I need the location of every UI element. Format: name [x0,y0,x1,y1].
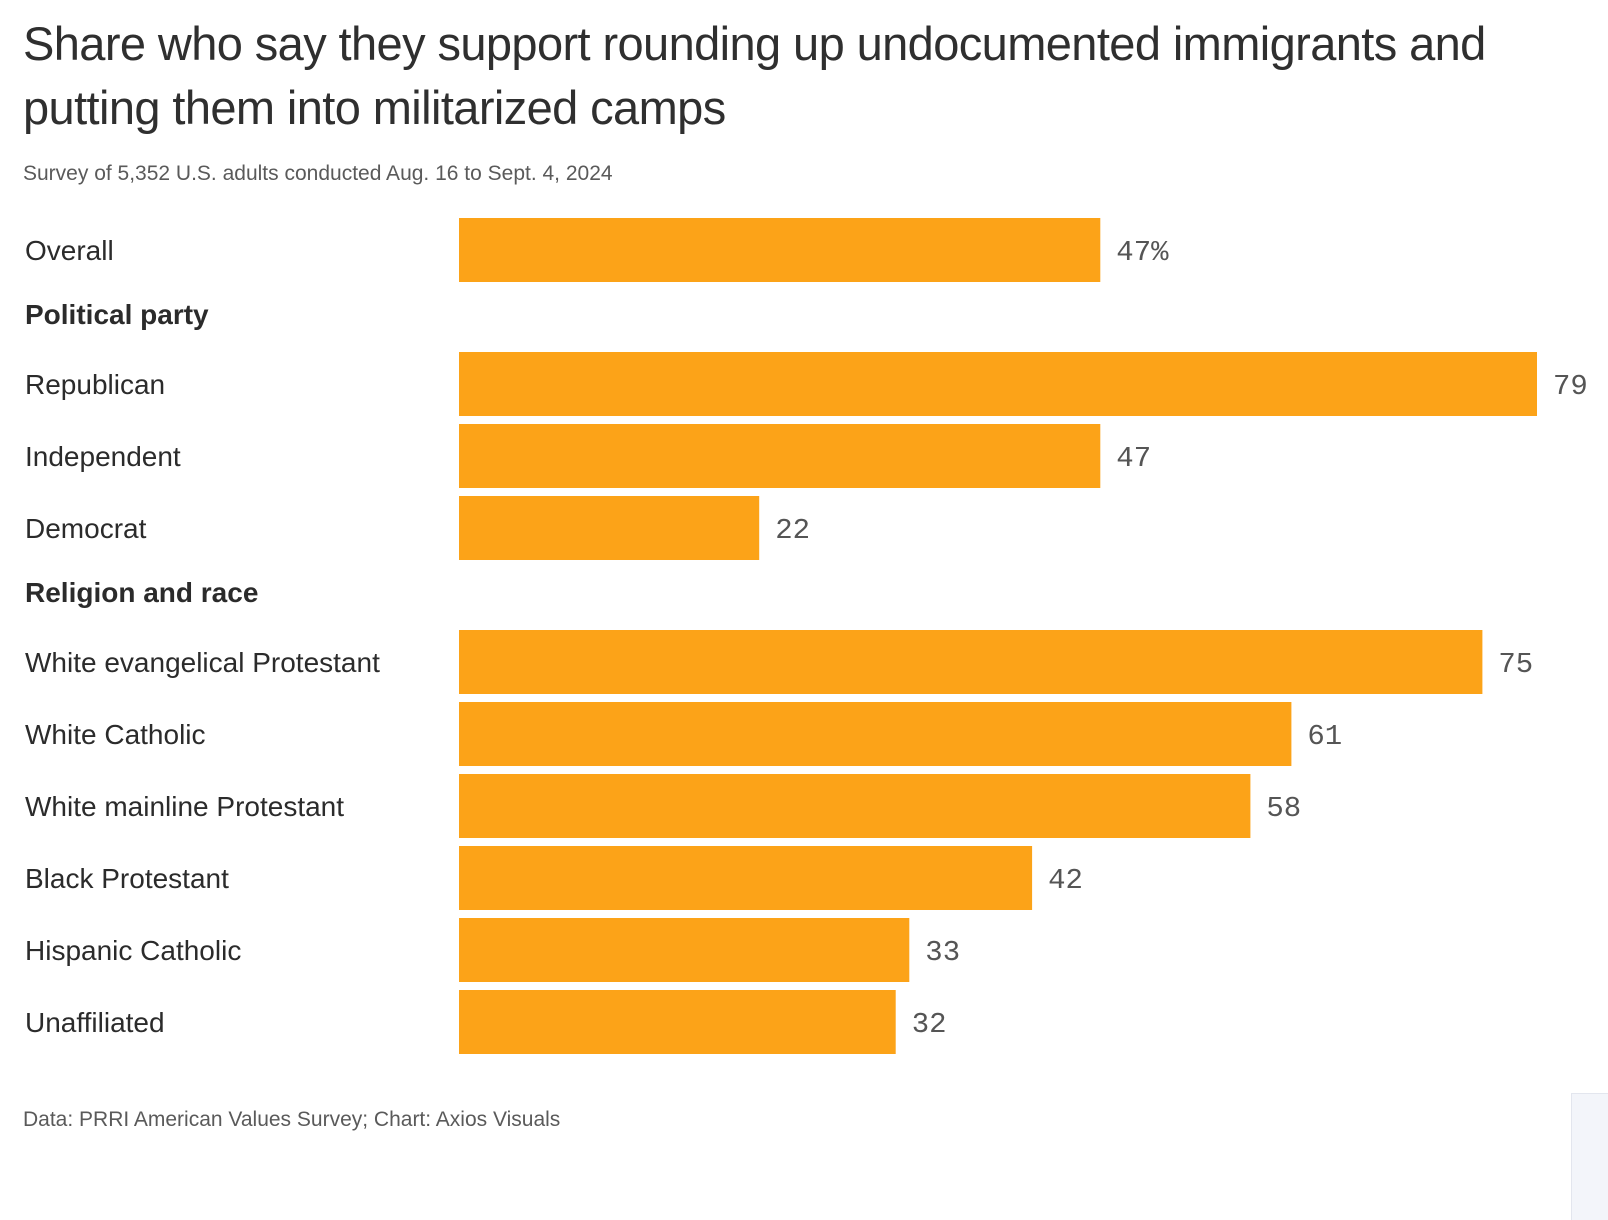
bar-label: Unaffiliated [25,1007,165,1038]
bar-value-label: 61 [1307,720,1342,753]
bar-label: Republican [25,369,165,400]
bar-label: Democrat [25,513,147,544]
bar [459,424,1101,488]
bar [459,352,1537,416]
bar-value-label: 47% [1116,236,1169,269]
bar-value-label: 42 [1048,864,1083,897]
bar-value-label: 47 [1116,442,1151,475]
bar [459,496,760,560]
bar-value-label: 79 [1553,370,1588,403]
bar-value-label: 22 [775,514,810,547]
bar-label: White evangelical Protestant [25,647,380,678]
group-heading: Religion and race [25,577,258,608]
corner-panel [1571,1093,1608,1220]
bar-value-label: 58 [1266,792,1301,825]
bar [459,702,1292,766]
bar-label: White mainline Protestant [25,791,344,822]
chart-source: Data: PRRI American Values Survey; Chart… [23,1108,561,1131]
chart-subtitle: Survey of 5,352 U.S. adults conducted Au… [23,162,613,185]
bar-value-label: 33 [925,936,960,969]
bar [459,218,1101,282]
bar-label: Hispanic Catholic [25,935,241,966]
bar [459,774,1251,838]
bar-label: Independent [25,441,181,472]
bar [459,630,1483,694]
bar-label: White Catholic [25,719,206,750]
bar-label: Black Protestant [25,863,229,894]
bar-value-label: 75 [1498,648,1533,681]
bar [459,990,896,1054]
chart-title: Share who say they support rounding up u… [23,17,1486,134]
group-heading: Political party [25,299,209,330]
bar-label: Overall [25,235,114,266]
bar [459,918,910,982]
bar-value-label: 32 [912,1008,947,1041]
bar [459,846,1033,910]
